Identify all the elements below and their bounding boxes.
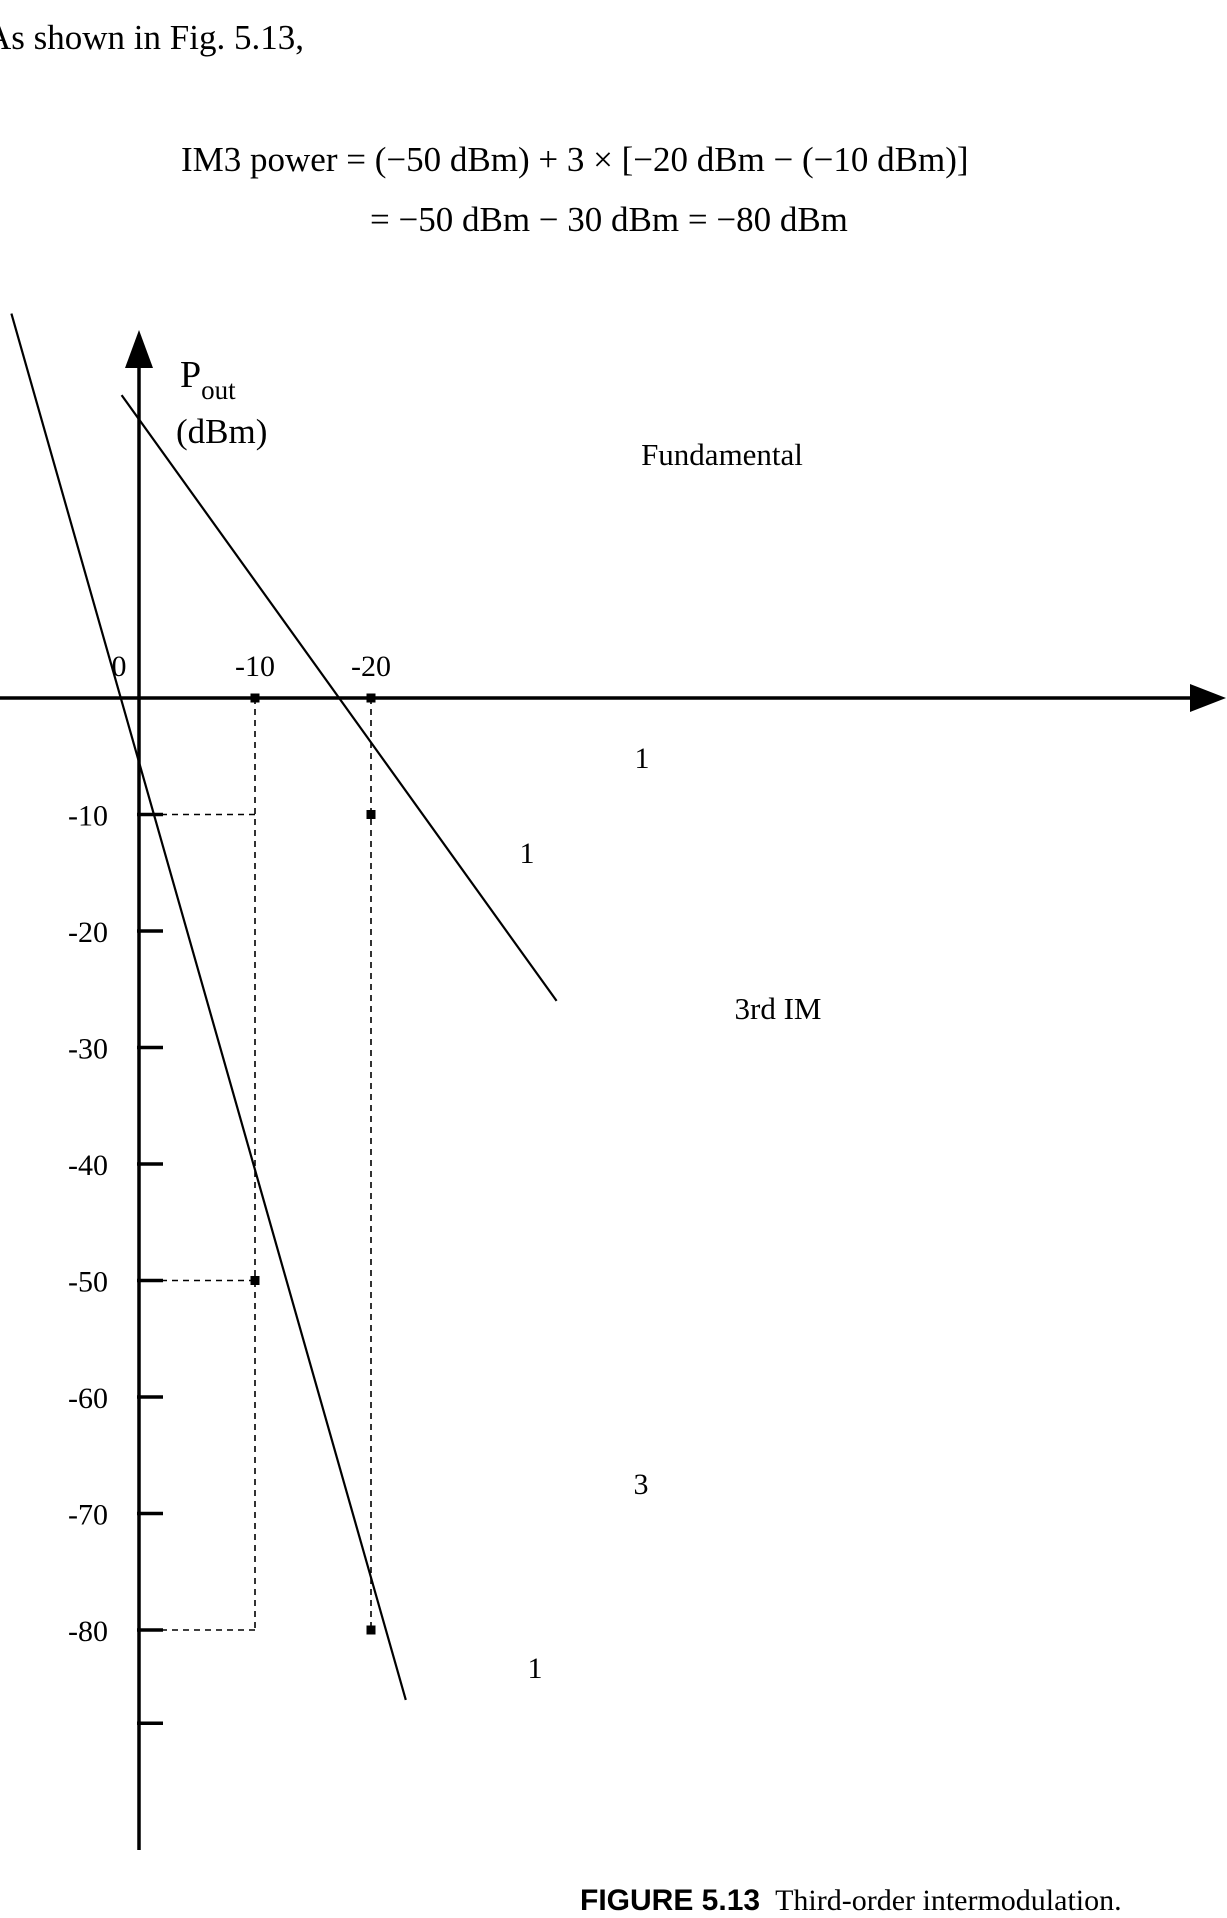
- guide-lines: [139, 698, 372, 1631]
- equation-line-1: IM3 power = (−50 dBm) + 3 × [−20 dBm − (…: [181, 140, 969, 179]
- slope-label-0: 1: [635, 742, 650, 775]
- slope-label-1: 1: [520, 837, 535, 870]
- y-axis-arrow-icon: [125, 330, 153, 368]
- equation-line-2: = −50 dBm − 30 dBm = −80 dBm: [370, 200, 848, 239]
- x-tick-label-0: 0: [112, 650, 127, 683]
- marked-points: [250, 693, 376, 1635]
- y-tick-label-7: -80: [68, 1615, 108, 1648]
- series-line-0: [120, 394, 558, 1002]
- chart-labels: -10 -20 -30 -40 -50 -60 -70 -80 0 -20 -10 Fundament…: [68, 354, 821, 1685]
- slope-label-3: 1: [528, 1652, 543, 1685]
- series-line-1: [10, 313, 407, 1701]
- series-lines: [10, 313, 558, 1701]
- x-axis-arrow-icon: [1190, 684, 1226, 712]
- caption-text: Third-order intermodulation.: [775, 1884, 1122, 1917]
- series-label-0: Fundamental: [641, 437, 803, 472]
- axes: [0, 330, 1226, 1850]
- data-point-0: [366, 810, 376, 819]
- data-point-2: [366, 693, 376, 703]
- slope-label-2: 3: [634, 1468, 649, 1501]
- figure-caption: FIGURE 5.13 Third-order intermodulation.: [580, 1884, 1122, 1918]
- y-axis-label: Pout: [180, 354, 236, 405]
- intro-text: As shown in Fig. 5.13,: [0, 18, 304, 57]
- series-label-1: 3rd IM: [735, 991, 822, 1026]
- y-tick-label-6: -70: [68, 1499, 108, 1532]
- y-tick-label-4: -50: [68, 1266, 108, 1299]
- y-tick-label-1: -20: [68, 916, 108, 949]
- y-tick-label-0: -10: [68, 800, 108, 833]
- data-point-1: [250, 693, 260, 703]
- y-tick-label-2: -30: [68, 1033, 108, 1066]
- data-point-3: [250, 1276, 260, 1285]
- x-tick-label-2: -10: [235, 650, 275, 683]
- y-axis-unit-label: (dBm): [176, 412, 267, 451]
- data-point-4: [366, 1625, 376, 1635]
- caption-label: FIGURE 5.13: [580, 1884, 761, 1917]
- x-tick-label-1: -20: [351, 650, 391, 683]
- y-tick-label-3: -40: [68, 1149, 108, 1182]
- y-tick-label-5: -60: [68, 1382, 108, 1415]
